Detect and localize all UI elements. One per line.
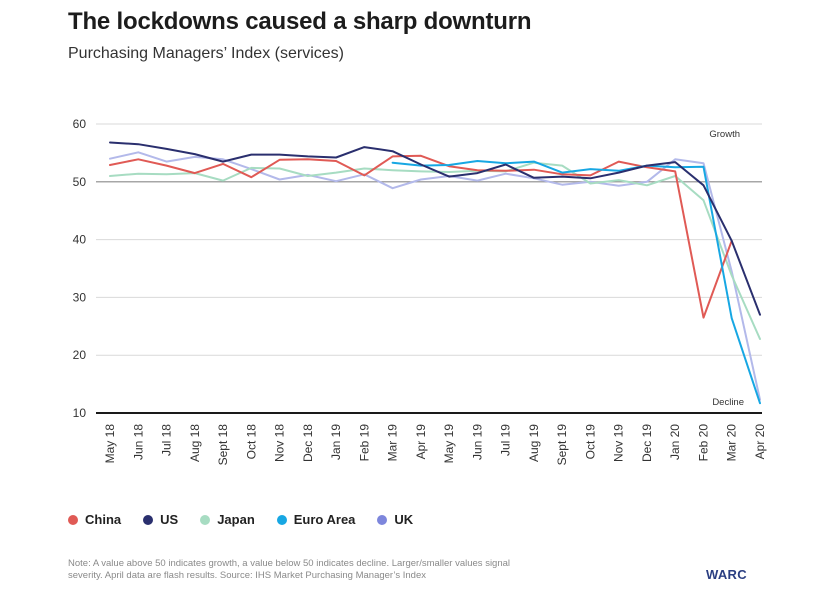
x-tick-label-oct-19: Oct 19 [583,424,597,460]
x-tick-label-jul-18: Jul 18 [160,424,174,456]
legend-marker-china [68,514,78,525]
x-tick-label-dec-19: Dec 19 [640,424,654,462]
legend-label-euro-area: Euro Area [293,512,356,527]
series-line-euro-area [391,160,761,405]
series-line-japan [109,161,761,340]
series-line-uk [109,151,761,401]
line-chart: 10 20 30 40 50 60 Growth Decline May 18 Jun 18 Jul… [73,117,767,466]
x-tick-label-sept-19: Sept 19 [555,424,569,466]
x-tick-label-jan-20: Jan 20 [668,424,682,460]
x-tick-label-apr-20: Apr 20 [753,424,767,460]
x-tick-label-nov-18: Nov 18 [273,424,287,462]
warc-logo: WARC [706,567,747,582]
y-tick-label-50: 50 [73,175,87,189]
x-tick-label-mar-19: Mar 19 [386,424,400,462]
x-tick-label-dec-18: Dec 18 [301,424,315,462]
x-tick-label-jun-18: Jun 18 [131,424,145,460]
chart-legend: China US Japan Euro Area UK [68,512,435,527]
x-tick-label-nov-19: Nov 19 [612,424,626,462]
legend-label-uk: UK [394,512,414,527]
x-tick-label-mar-20: Mar 20 [725,424,739,462]
legend-label-us: US [160,512,179,527]
legend-item-uk: UK [377,512,413,527]
y-tick-label-20: 20 [73,348,87,362]
chart-subtitle: Purchasing Managers’ Index (services) [68,45,344,62]
source-note: Note: A value above 50 indicates growth,… [68,558,511,581]
series-line-us [109,141,761,316]
legend-label-japan: Japan [217,512,255,527]
x-tick-label-apr-19: Apr 19 [414,424,428,460]
legend-item-euro-area: Euro Area [276,512,356,527]
annotation-decline: Decline [712,397,744,408]
annotation-growth: Growth [709,129,740,140]
legend-marker-japan [200,514,211,525]
y-tick-label-60: 60 [73,117,87,131]
x-tick-label-jul-19: Jul 19 [499,424,513,456]
x-tick-label-may-19: May 19 [442,424,456,464]
x-tick-label-feb-19: Feb 19 [357,424,371,462]
legend-marker-uk [377,514,388,525]
x-tick-label-feb-20: Feb 20 [696,424,710,462]
x-tick-label-may-18: May 18 [103,424,117,464]
x-tick-label-aug-19: Aug 19 [527,424,541,462]
x-tick-label-oct-18: Oct 18 [244,424,258,460]
y-tick-label-40: 40 [73,233,87,247]
legend-item-china: China [68,512,121,527]
legend-marker-us [143,514,154,525]
y-tick-label-10: 10 [73,406,87,420]
legend-item-us: US [143,512,178,527]
series-line-china [109,154,733,319]
y-tick-label-30: 30 [73,290,87,304]
legend-item-japan: Japan [200,512,255,527]
legend-marker-euro-area [276,514,287,525]
x-tick-label-jun-19: Jun 19 [470,424,484,460]
legend-label-china: China [85,512,122,527]
x-tick-label-jan-19: Jan 19 [329,424,343,460]
chart-title: The lockdowns caused a sharp downturn [68,8,532,35]
x-tick-label-aug-18: Aug 18 [188,424,202,462]
x-tick-label-sept-18: Sept 18 [216,424,230,466]
